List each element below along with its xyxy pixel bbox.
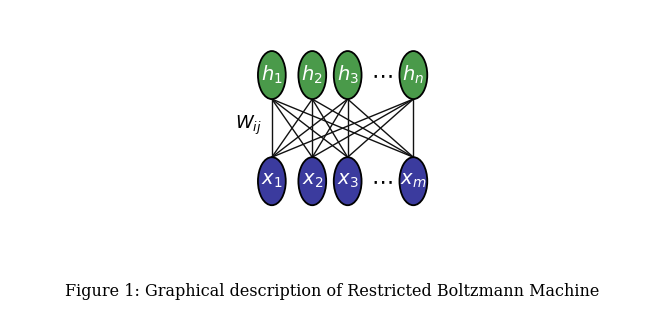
Text: $x_2$: $x_2$ bbox=[302, 172, 323, 190]
Text: $x_m$: $x_m$ bbox=[400, 172, 426, 190]
Text: $x_1$: $x_1$ bbox=[261, 172, 283, 190]
Ellipse shape bbox=[258, 51, 286, 99]
Text: $h_3$: $h_3$ bbox=[336, 64, 358, 86]
Text: $\cdots$: $\cdots$ bbox=[371, 65, 392, 85]
Ellipse shape bbox=[299, 51, 326, 99]
Text: $\cdots$: $\cdots$ bbox=[371, 171, 392, 191]
Ellipse shape bbox=[334, 51, 362, 99]
Ellipse shape bbox=[334, 157, 362, 205]
Text: $h_1$: $h_1$ bbox=[261, 64, 283, 86]
Text: $h_n$: $h_n$ bbox=[402, 64, 424, 86]
Ellipse shape bbox=[400, 51, 428, 99]
Text: $x_3$: $x_3$ bbox=[337, 172, 358, 190]
Ellipse shape bbox=[299, 157, 326, 205]
Text: $W_{ij}$: $W_{ij}$ bbox=[235, 114, 262, 137]
Text: Figure 1: Graphical description of Restricted Boltzmann Machine: Figure 1: Graphical description of Restr… bbox=[65, 283, 600, 300]
Ellipse shape bbox=[258, 157, 286, 205]
Text: $h_2$: $h_2$ bbox=[301, 64, 323, 86]
Ellipse shape bbox=[400, 157, 428, 205]
